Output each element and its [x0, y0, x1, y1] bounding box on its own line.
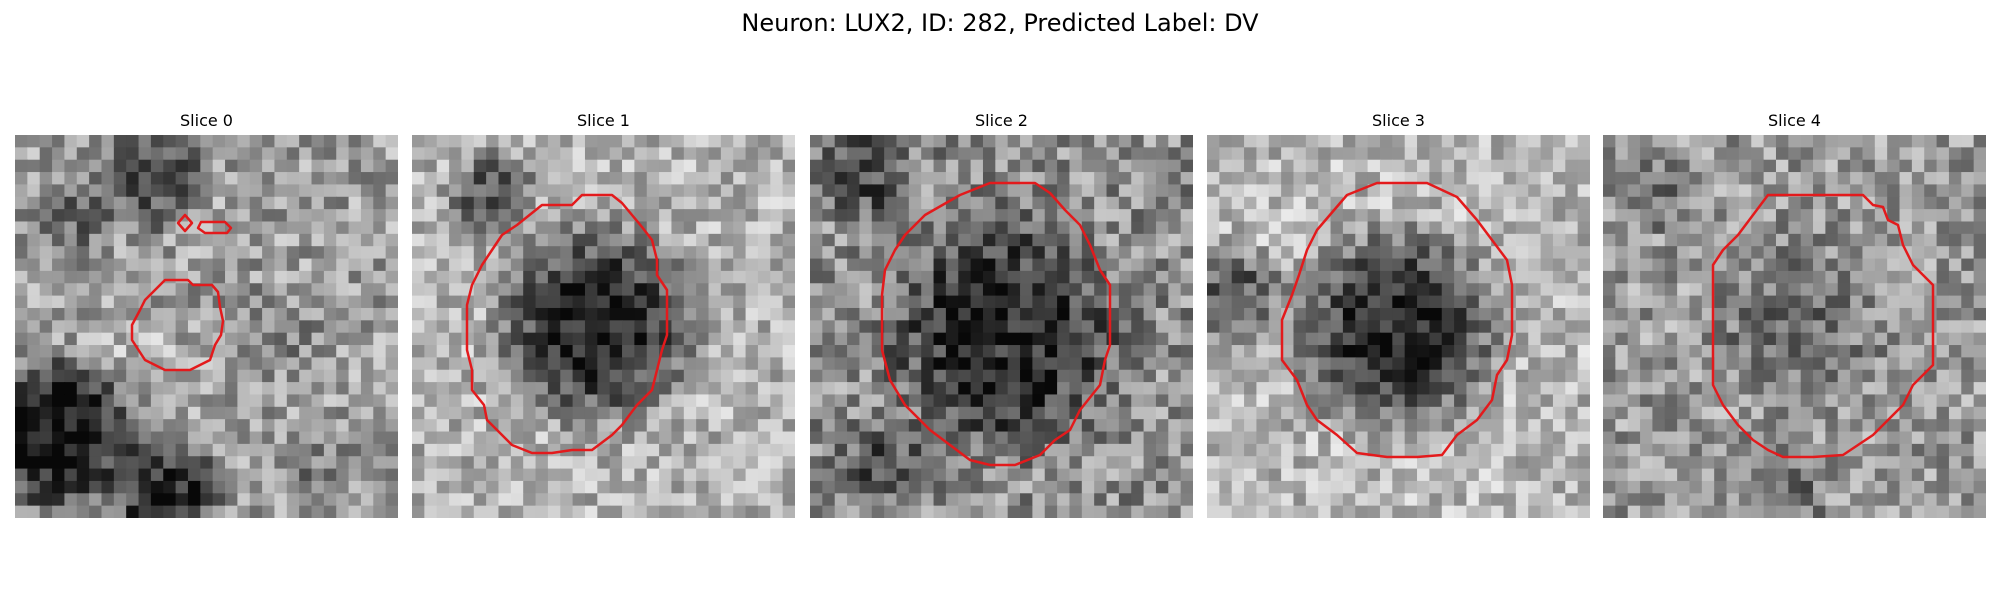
contour-line [1711, 193, 1935, 459]
slice-panel-1: Slice 1 [412, 108, 795, 518]
slice-title: Slice 1 [577, 111, 630, 130]
slice-panel-2: Slice 2 [810, 108, 1193, 518]
contour-line [176, 213, 194, 233]
grayscale-patch [1207, 135, 1590, 518]
grayscale-patch [412, 135, 795, 518]
roi-contour [465, 193, 669, 455]
slice-title: Slice 2 [975, 111, 1028, 130]
slice-title: Slice 0 [180, 111, 233, 130]
slice-panel-3: Slice 3 [1207, 108, 1590, 518]
slice-title: Slice 4 [1768, 111, 1821, 130]
roi-contour [1711, 193, 1935, 459]
roi-contour [1280, 181, 1514, 459]
slice-image [15, 135, 398, 518]
slice-image [1603, 135, 1986, 518]
slice-image [810, 135, 1193, 518]
grayscale-patch [810, 135, 1193, 518]
roi-contour [880, 181, 1112, 467]
figure-title: Neuron: LUX2, ID: 282, Predicted Label: … [741, 9, 1259, 37]
contour-line [880, 181, 1112, 467]
contour-line [196, 220, 233, 235]
grayscale-patch [1603, 135, 1986, 518]
contour-line [465, 193, 669, 455]
grayscale-patch [15, 135, 398, 518]
contour-line [1280, 181, 1514, 459]
contour-line [130, 278, 225, 372]
slice-panel-4: Slice 4 [1603, 108, 1986, 518]
slice-panel-0: Slice 0 [15, 108, 398, 518]
roi-contour [130, 213, 233, 372]
slice-image [412, 135, 795, 518]
slice-image [1207, 135, 1590, 518]
slice-title: Slice 3 [1372, 111, 1425, 130]
